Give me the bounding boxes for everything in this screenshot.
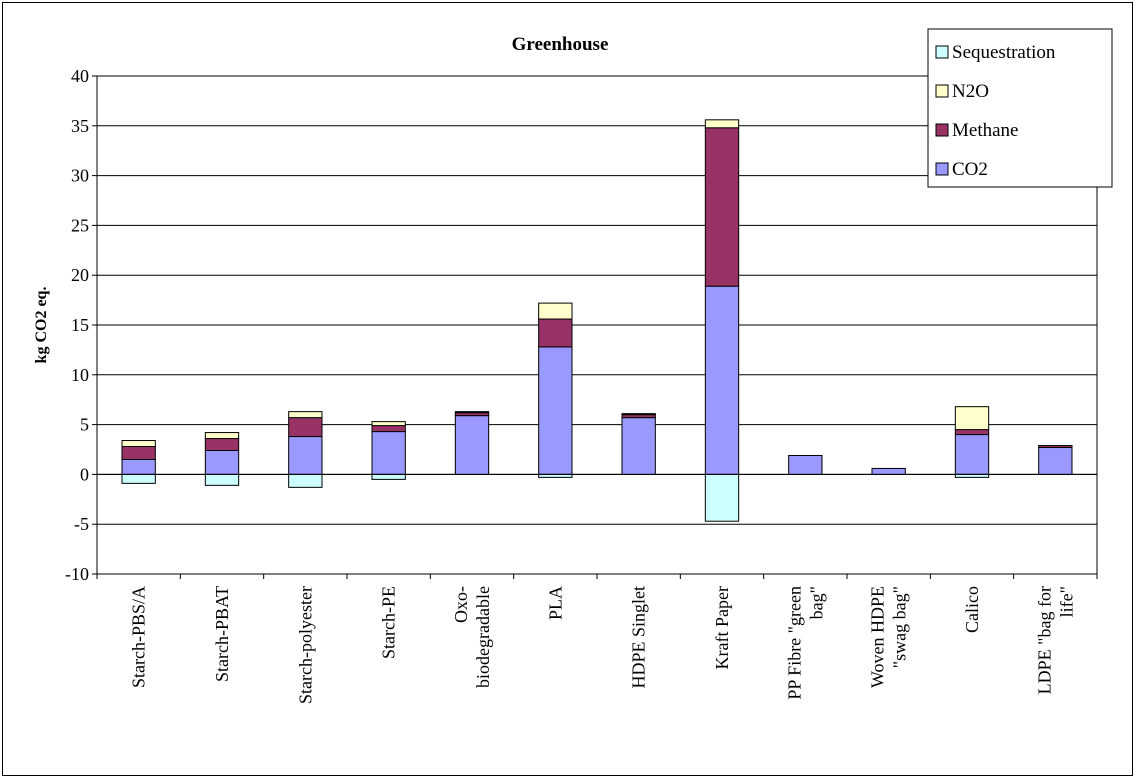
legend-swatch-co2: [935, 162, 949, 176]
category-label: Starch-PBAT: [212, 586, 232, 682]
y-tick-label: 10: [71, 365, 89, 385]
bar-co2-5: [454, 415, 490, 475]
bar-co2-12: [1038, 447, 1073, 475]
y-tick-label: 40: [71, 66, 89, 86]
bar-co2-1: [121, 458, 156, 475]
bar-sequestration-2: [204, 473, 240, 486]
legend-swatch-methane: [935, 123, 949, 137]
bar-n2o-4: [371, 421, 406, 427]
y-tick-label: 5: [80, 415, 89, 435]
bar-co2-3: [288, 436, 323, 475]
bar-methane-2: [204, 438, 240, 451]
y-tick-label: 20: [71, 265, 89, 285]
y-axis-label: kg CO2 eq.: [33, 287, 50, 364]
bar-n2o-5: [454, 411, 490, 414]
bar-co2-4: [371, 431, 406, 475]
category-label: LDPE "bag for: [1034, 586, 1054, 694]
legend-label-n2o: N2O: [952, 81, 989, 102]
chart-title: Greenhouse: [512, 34, 609, 55]
bars: [121, 119, 1073, 522]
bar-co2-7: [621, 417, 656, 475]
category-label: Calico: [962, 586, 982, 633]
bar-co2-10: [871, 467, 906, 475]
legend-swatch-n2o: [935, 84, 949, 98]
bar-methane-8: [704, 127, 740, 287]
bar-sequestration-3: [288, 473, 323, 488]
legend: Sequestration N2O Methane CO2: [927, 28, 1113, 188]
category-label: Starch-PE: [379, 586, 399, 659]
bar-methane-12: [1038, 445, 1073, 449]
legend-label-methane: Methane: [952, 120, 1018, 141]
legend-label-sequestration: Sequestration: [952, 42, 1056, 63]
y-tick-label: 30: [71, 166, 89, 186]
y-tick-label: 25: [71, 215, 89, 235]
category-label: Starch-polyester: [295, 586, 315, 704]
category-label: biodegradable: [473, 586, 493, 688]
bar-co2-6: [538, 346, 573, 475]
bar-sequestration-1: [121, 473, 156, 484]
x-category-labels: Starch-PBS/A Starch-PBAT Starch-polyester S…: [129, 586, 1077, 704]
axes: [92, 75, 1098, 579]
category-label: "swag bag": [890, 586, 910, 668]
bar-sequestration-4: [371, 473, 406, 480]
bar-n2o-3: [288, 411, 323, 419]
bar-methane-6: [538, 318, 573, 348]
y-tick-label: 15: [71, 315, 89, 335]
bar-n2o-11: [954, 406, 990, 431]
bar-methane-1: [121, 446, 156, 460]
category-label: PLA: [545, 586, 565, 620]
bar-co2-9: [788, 454, 823, 475]
bar-sequestration-8: [704, 473, 740, 522]
y-tick-label: -10: [65, 564, 89, 584]
category-label: bag": [806, 586, 826, 619]
category-label: life": [1056, 586, 1076, 617]
legend-swatch-sequestration: [935, 45, 949, 59]
bar-n2o-1: [121, 440, 156, 448]
category-label: HDPE Singlet: [629, 586, 649, 689]
bar-co2-8: [704, 285, 740, 475]
legend-label-co2: CO2: [952, 159, 988, 180]
category-label: Kraft Paper: [712, 586, 732, 669]
category-label: Starch-PBS/A: [129, 586, 149, 688]
bar-n2o-2: [204, 432, 240, 440]
category-label: PP Fibre "green: [784, 586, 804, 700]
bar-n2o-7: [621, 413, 656, 416]
y-tick-label: 0: [80, 464, 89, 484]
y-tick-label: -5: [74, 514, 89, 534]
bar-co2-2: [204, 449, 240, 475]
legend-box: [927, 28, 1113, 188]
bar-n2o-6: [538, 302, 573, 320]
bar-methane-4: [371, 425, 406, 433]
bar-methane-3: [288, 417, 323, 438]
category-label: Woven HDPE: [868, 586, 888, 688]
bar-co2-11: [954, 434, 990, 475]
bar-n2o-8: [704, 119, 740, 129]
y-tick-label: 35: [71, 116, 89, 136]
y-tick-labels: -10 -5 0 5 10 15 20 25 30 35 40: [65, 66, 89, 584]
bar-methane-11: [954, 429, 990, 436]
category-label: Oxo-: [451, 586, 471, 623]
